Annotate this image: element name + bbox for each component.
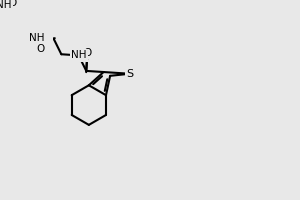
Text: O: O (36, 44, 45, 54)
Text: O: O (83, 48, 92, 58)
Text: NH: NH (28, 33, 44, 43)
Text: NH: NH (71, 50, 86, 60)
Text: S: S (126, 69, 134, 79)
Text: O: O (8, 0, 16, 8)
Text: NH: NH (0, 0, 11, 10)
